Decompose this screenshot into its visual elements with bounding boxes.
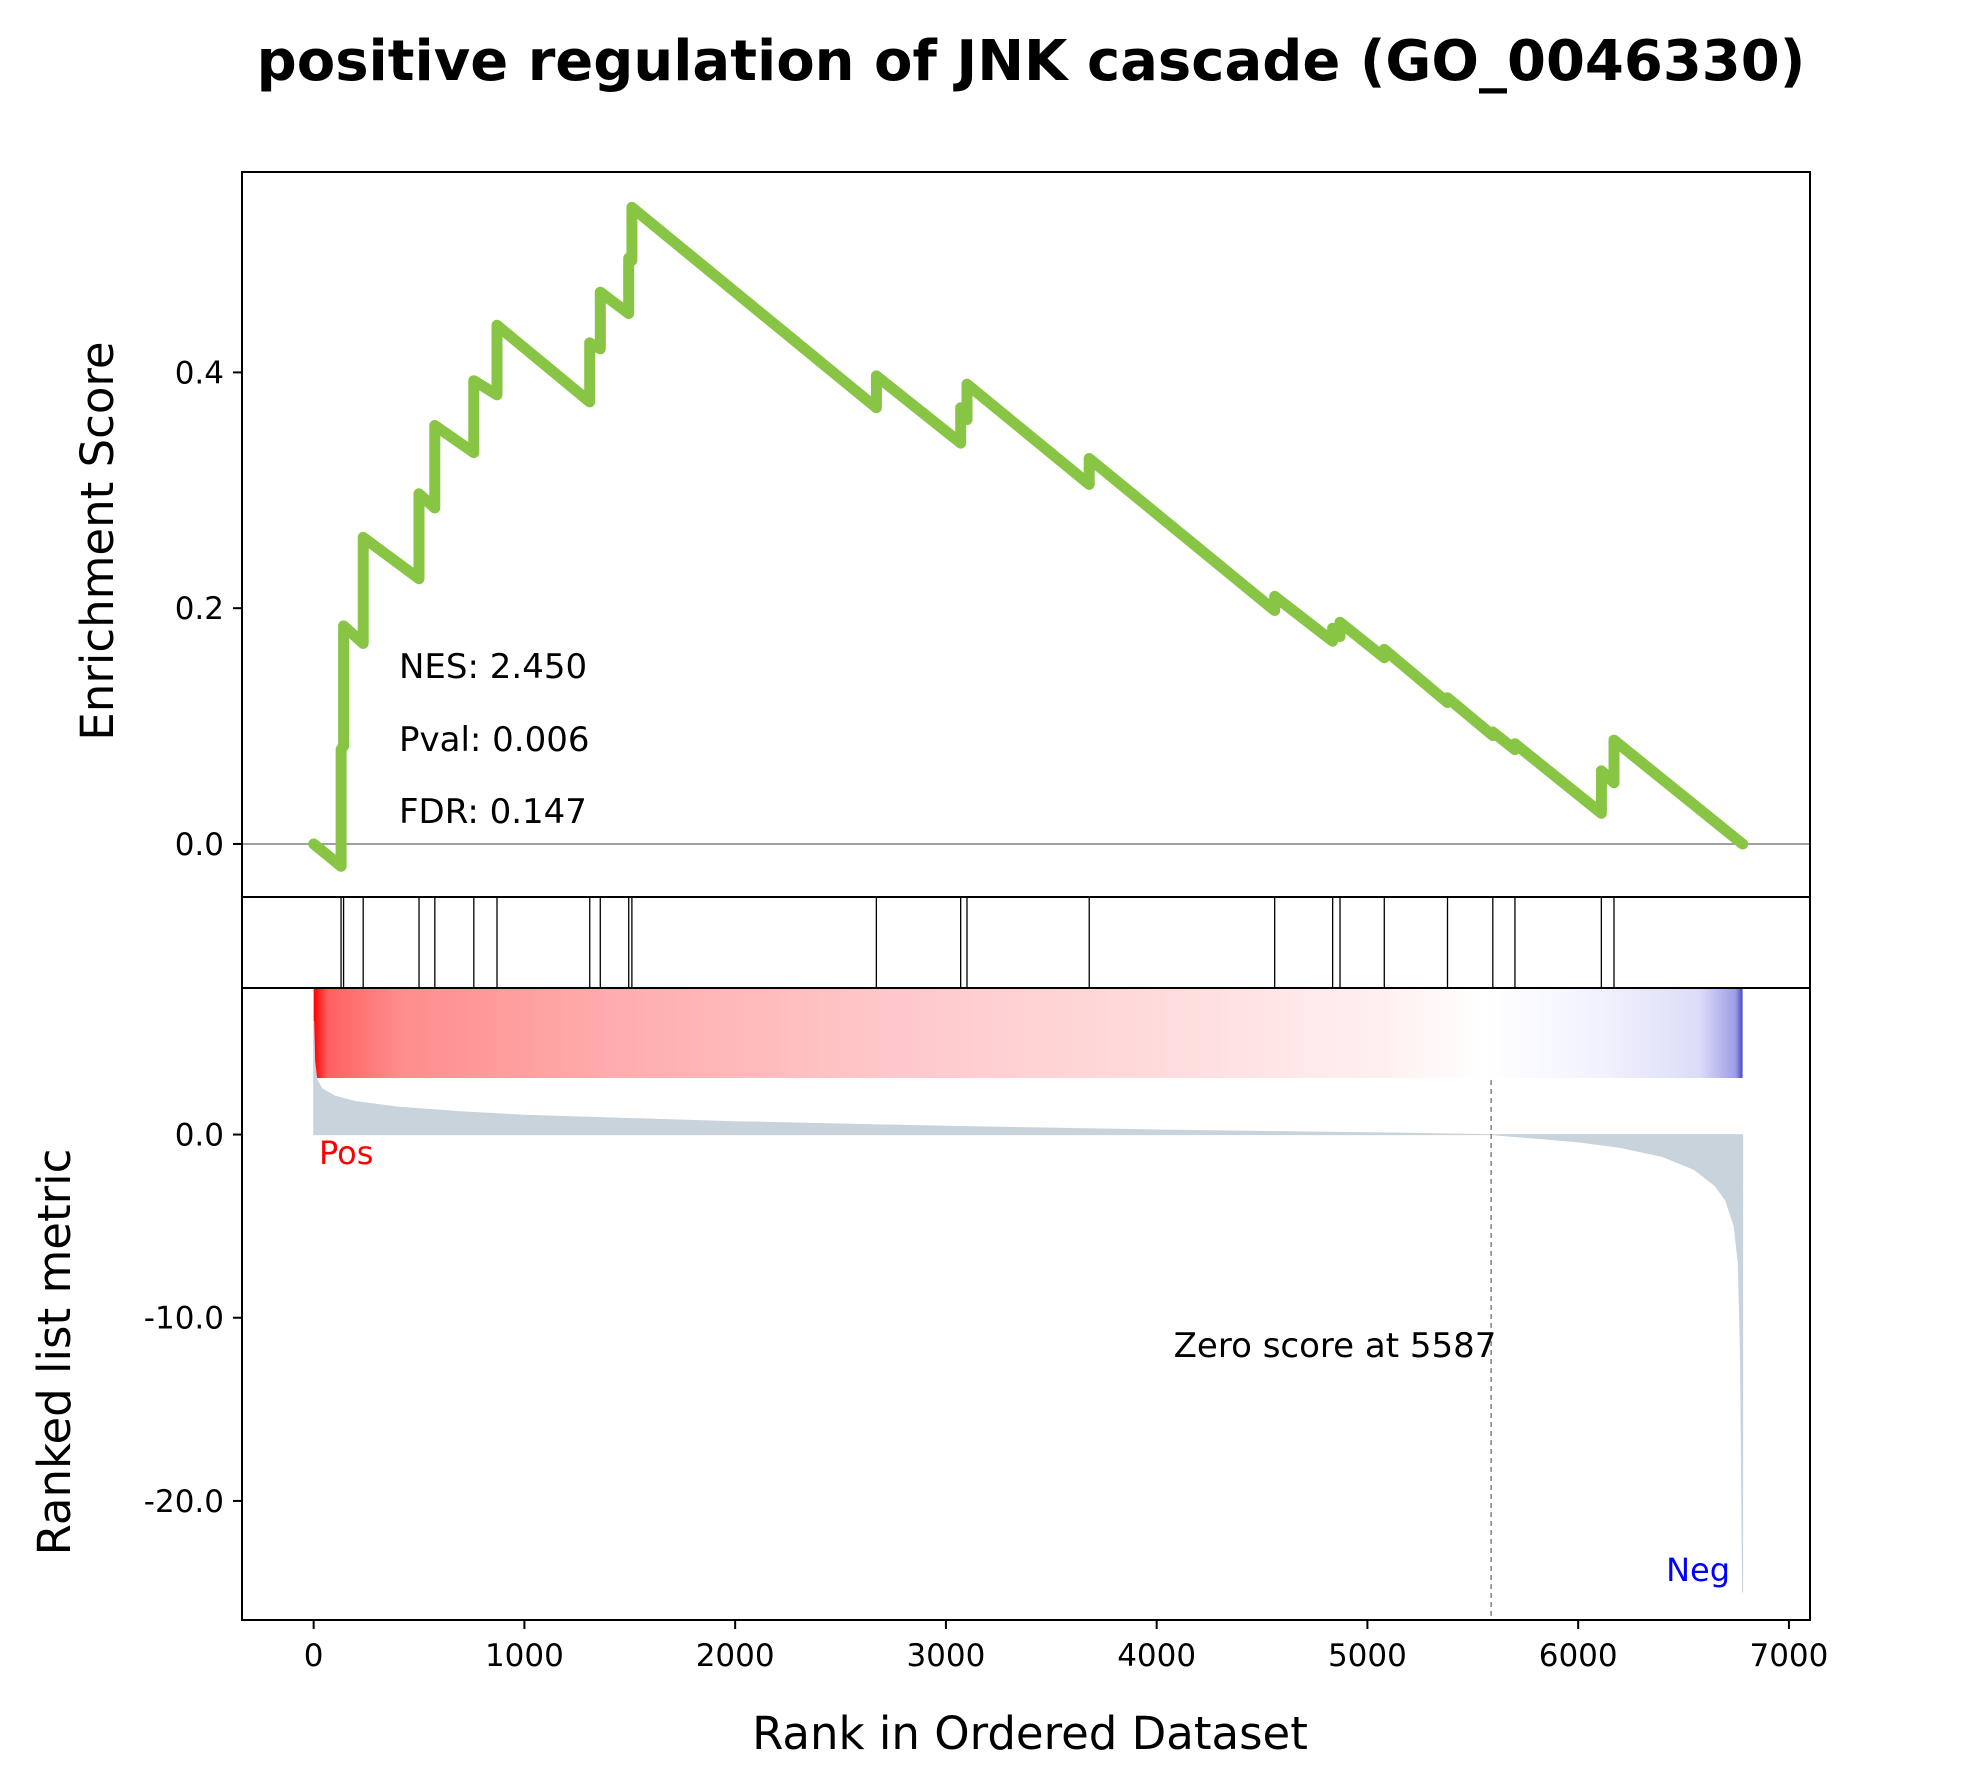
x-tick-label: 2000 (696, 1638, 775, 1674)
hit-marks-panel (241, 896, 1811, 989)
pval-annotation: Pval: 0.006 (399, 720, 590, 760)
ranked-y-tick-label: 0.0 (175, 1118, 224, 1154)
ranked-axis-label: Ranked list metric (28, 1149, 81, 1556)
es-y-tick-label: 0.4 (175, 355, 224, 391)
es-series-line (308, 201, 1749, 872)
es-y-tick-label: 0.2 (175, 591, 224, 627)
x-tick-label: 7000 (1749, 1638, 1828, 1674)
neg-label: Neg (1666, 1551, 1730, 1589)
es-axis-label: Enrichment Score (71, 341, 124, 740)
x-tick-label: 1000 (485, 1638, 564, 1674)
enrichment-score-panel: 0.0 0.2 0.4 (175, 171, 1811, 898)
nes-annotation: NES: 2.450 (399, 647, 587, 687)
zero-score-label: Zero score at 5587 (1174, 1326, 1497, 1366)
x-tick-label: 6000 (1539, 1638, 1618, 1674)
fdr-annotation: FDR: 0.147 (399, 792, 587, 832)
x-tick-label: 4000 (1117, 1638, 1196, 1674)
pos-label: Pos (319, 1134, 373, 1172)
rank-color-bar (313, 988, 1743, 1078)
x-tick-label: 5000 (1328, 1638, 1407, 1674)
ranked-y-tick-label: -20.0 (144, 1484, 224, 1520)
hits-panel-frame (241, 896, 1811, 989)
ranked-metric-panel: 0.0 -10.0 -20.0 0 1000 2000 3000 4000 5000 6000 70… (144, 987, 1828, 1674)
x-tick-label: 0 (304, 1638, 324, 1674)
ranked-panel-frame (241, 987, 1811, 1621)
x-axis-label: Rank in Ordered Dataset (752, 1707, 1308, 1760)
chart-title: positive regulation of JNK cascade (GO_0… (257, 29, 1806, 94)
ranked-metric-area (313, 1020, 1744, 1593)
es-y-tick-label: 0.0 (175, 827, 224, 863)
x-tick-label: 3000 (906, 1638, 985, 1674)
ranked-y-tick-label: -10.0 (144, 1301, 224, 1337)
